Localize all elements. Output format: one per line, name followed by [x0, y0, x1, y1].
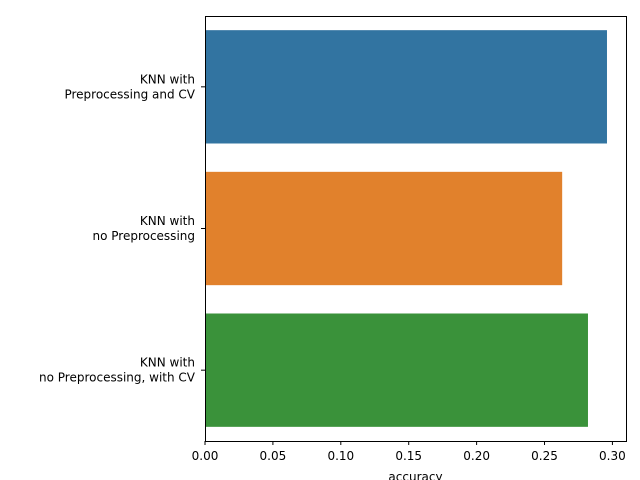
bar-2	[205, 171, 563, 286]
y-tick-label-line: no Preprocessing, with CV	[39, 371, 196, 385]
x-tick-label: 0.05	[260, 449, 287, 463]
y-tick-label: KNN with Preprocessing and CV	[64, 72, 195, 101]
x-tick-label: 0.10	[327, 449, 354, 463]
plot-frame	[205, 16, 627, 442]
x-axis-label: accuracy	[388, 470, 442, 480]
y-tick-label: KNN with no Preprocessing	[92, 214, 195, 243]
x-tick-label: 0.30	[599, 449, 626, 463]
y-tick-label: KNN with no Preprocessing, with CV	[39, 356, 196, 385]
bar-1	[205, 30, 607, 144]
y-tick-label-line: KNN with	[140, 72, 195, 86]
y-tick-label-line: KNN with	[140, 356, 195, 370]
x-tick-label: 0.20	[463, 449, 490, 463]
x-axis-ticks: 0.00 0.05 0.10 0.15 0.20 0.25 0.30	[192, 441, 626, 463]
x-tick-label: 0.00	[192, 449, 219, 463]
y-tick-label-line: no Preprocessing	[92, 229, 195, 243]
bars-group	[205, 30, 607, 427]
y-tick-label-line: Preprocessing and CV	[64, 87, 195, 101]
bar-3	[205, 313, 588, 427]
y-tick-label-line: KNN with	[140, 214, 195, 228]
x-tick-label: 0.25	[531, 449, 558, 463]
x-tick-label: 0.15	[395, 449, 422, 463]
